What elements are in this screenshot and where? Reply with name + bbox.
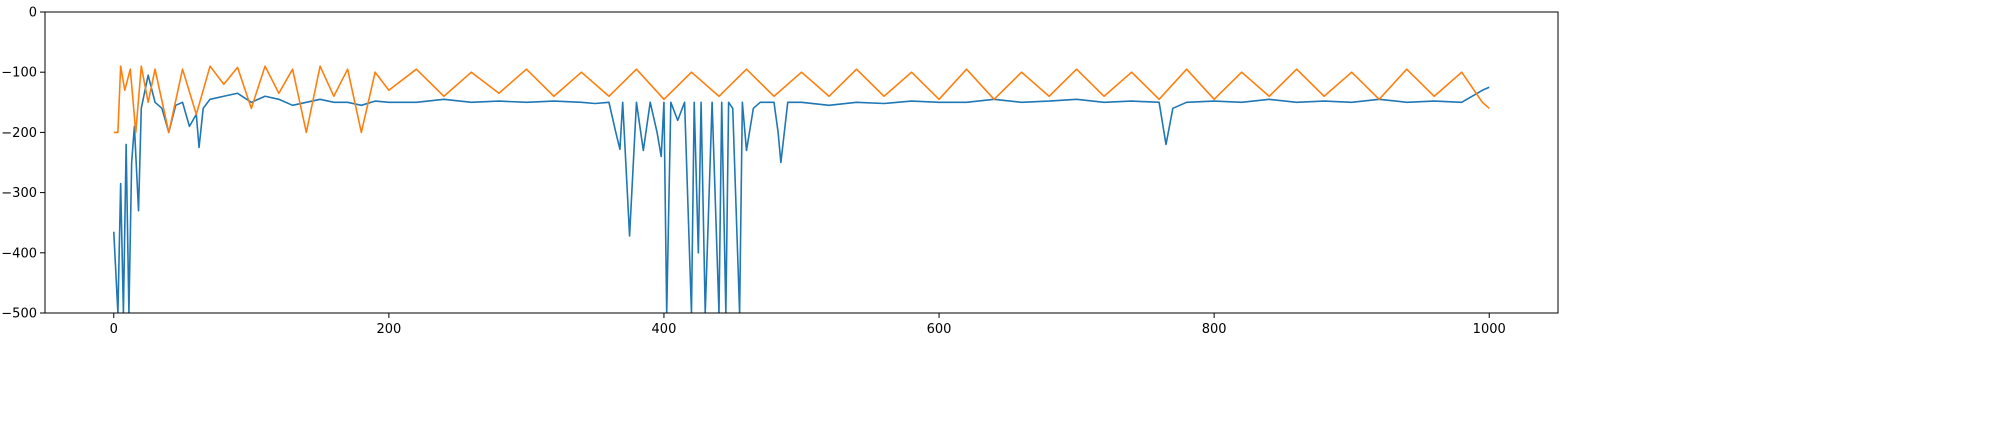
- y-tick-label: −200: [1, 126, 37, 141]
- y-tick-label: −300: [1, 186, 37, 201]
- x-tick-label: 0: [110, 322, 118, 337]
- y-axis: 0 −100 −200 −300 −400 −500: [1, 6, 45, 322]
- y-tick-label: 0: [29, 6, 37, 21]
- series-layer: [112, 65, 1490, 313]
- y-tick-label: −500: [1, 307, 37, 322]
- y-tick-label: −400: [1, 246, 37, 261]
- x-axis: 0 200 400 600 800 1000: [110, 313, 1506, 337]
- x-tick-label: 800: [1202, 322, 1227, 337]
- x-tick-label: 1000: [1473, 322, 1506, 337]
- x-tick-label: 600: [927, 322, 952, 337]
- series-line-1: [112, 74, 1490, 313]
- x-tick-label: 400: [652, 322, 677, 337]
- x-tick-label: 200: [376, 322, 401, 337]
- plot-frame: [44, 11, 1559, 314]
- series-line-2: [113, 65, 1490, 134]
- y-tick-label: −100: [1, 66, 37, 81]
